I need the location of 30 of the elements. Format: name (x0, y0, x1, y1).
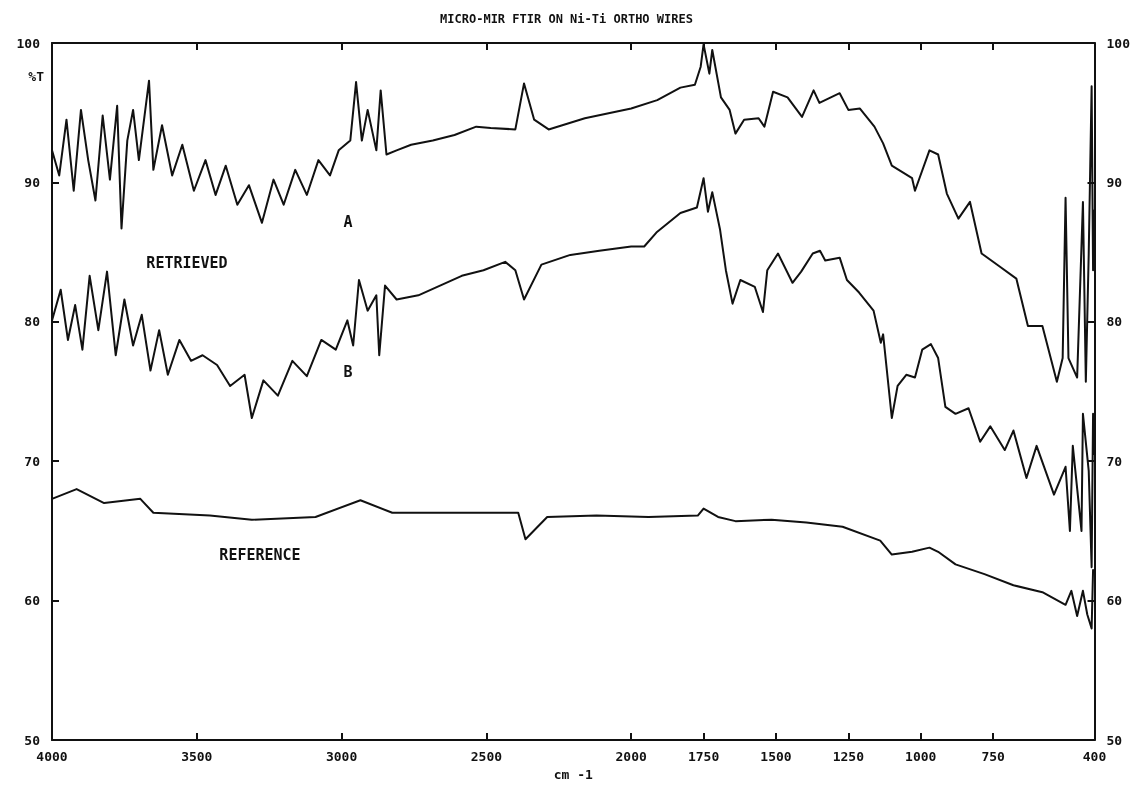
x-tick-label: 1500 (760, 749, 792, 764)
x-tick-label: 2500 (470, 749, 503, 764)
y2-tick-label: 60 (1106, 593, 1123, 609)
y-axis-title: %T (28, 69, 45, 84)
annotation: B (343, 363, 353, 381)
annotation: RETRIEVED (146, 254, 228, 272)
y-tick-label: 70 (24, 453, 41, 469)
x-axis-title: cm -1 (553, 767, 593, 782)
x-tick-label: 3000 (325, 749, 358, 764)
x-tick-label: 400 (1082, 749, 1107, 764)
y2-tick-label: 70 (1106, 453, 1123, 469)
x-tick-label: 750 (981, 749, 1006, 764)
y-tick-label: 80 (24, 314, 41, 330)
y2-tick-label: 80 (1106, 314, 1123, 330)
y2-tick-label: 100 (1106, 35, 1131, 51)
annotation: A (343, 213, 353, 231)
x-tick-label: 4000 (36, 749, 68, 764)
y-tick-label: 90 (24, 174, 41, 190)
chart-title: MICRO-MIR FTIR ON Ni-Ti ORTHO WIRES (440, 12, 693, 26)
y-tick-label: 100 (16, 35, 41, 51)
x-tick-label: 1750 (687, 749, 720, 764)
y2-tick-label: 50 (1106, 732, 1123, 748)
x-tick-label: 2000 (615, 749, 647, 764)
x-tick-label: 3500 (181, 749, 213, 764)
x-tick-label: 1000 (905, 749, 937, 764)
annotation: REFERENCE (219, 546, 301, 564)
y-tick-label: 60 (24, 593, 41, 609)
x-tick-label: 1250 (832, 749, 865, 764)
y2-tick-label: 90 (1106, 174, 1123, 190)
y-tick-label: 50 (24, 732, 41, 748)
